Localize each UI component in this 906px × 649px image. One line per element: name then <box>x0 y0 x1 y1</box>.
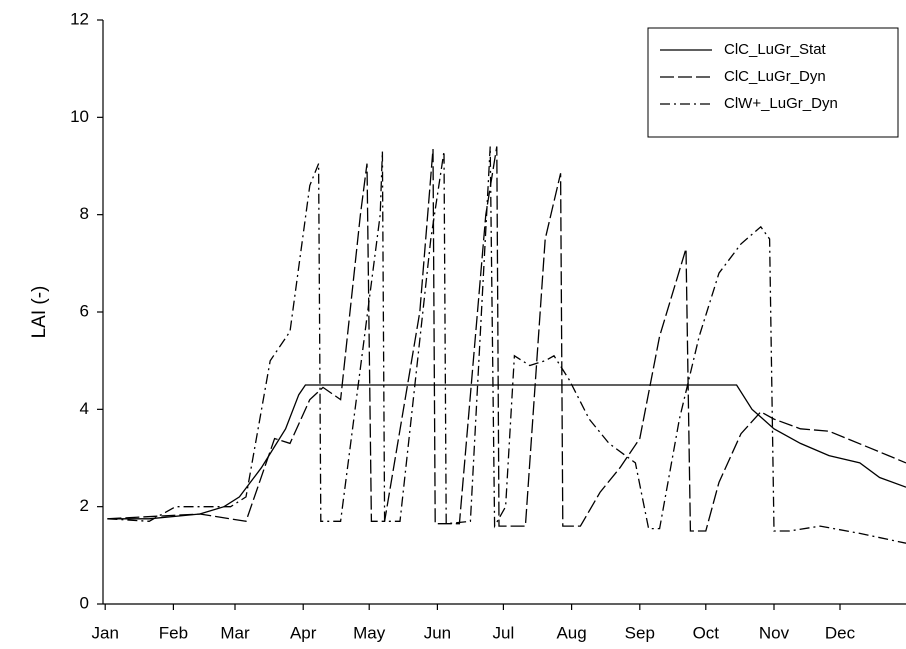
x-tick-label: Nov <box>759 623 790 642</box>
x-tick-label: Oct <box>693 623 720 642</box>
y-tick-label: 10 <box>70 107 89 126</box>
legend <box>647 27 899 138</box>
series-line <box>107 146 906 532</box>
x-tick-label: Dec <box>825 623 856 642</box>
x-tick-label: Aug <box>556 623 586 642</box>
x-tick-label: Jun <box>424 623 451 642</box>
y-axis-label: LAI (-) <box>29 286 50 339</box>
y-tick-label: 2 <box>80 496 89 515</box>
y-tick-label: 0 <box>80 593 89 612</box>
legend-label: ClC_LuGr_Stat <box>724 41 827 58</box>
y-tick-label: 12 <box>70 9 89 28</box>
x-tick-label: May <box>353 623 386 642</box>
x-tick-label: Apr <box>290 623 317 642</box>
x-tick-label: Jan <box>91 623 118 642</box>
x-tick-label: Feb <box>159 623 188 642</box>
y-tick-label: 4 <box>80 399 89 418</box>
series-line <box>107 384 906 520</box>
y-tick-label: 8 <box>80 204 89 223</box>
x-tick-label: Jul <box>493 623 515 642</box>
legend-label: ClW+_LuGr_Dyn <box>724 95 838 112</box>
y-tick-label: 6 <box>80 301 89 320</box>
legend-label: ClC_LuGr_Dyn <box>724 68 826 85</box>
x-tick-label: Sep <box>625 623 655 642</box>
x-tick-label: Mar <box>220 623 250 642</box>
series-line <box>107 146 906 544</box>
